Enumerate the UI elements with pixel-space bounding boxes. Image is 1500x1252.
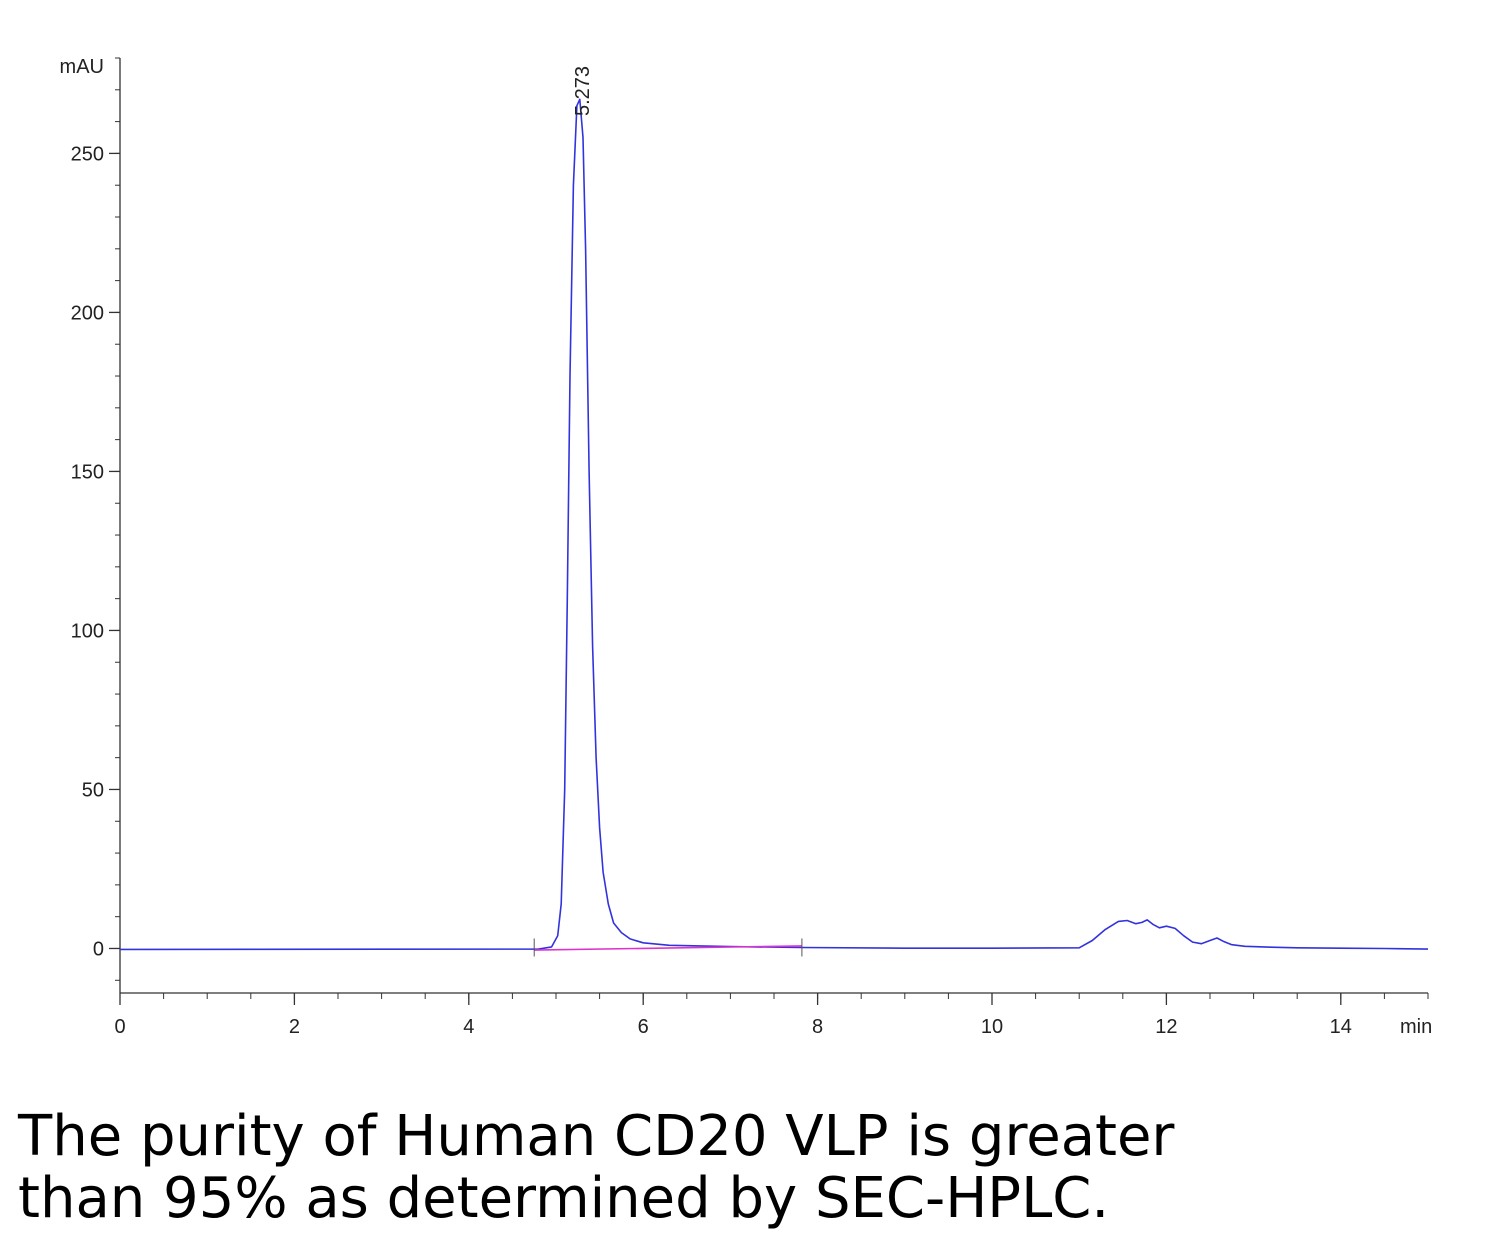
axes: 0 50 100 150 200 250 mAU 0 2 4 6 8 10 12 14 min xyxy=(60,56,1433,1038)
series-layer xyxy=(119,98,1429,951)
x-tick-label: 6 xyxy=(638,1016,649,1038)
x-tick-label: 0 xyxy=(114,1016,125,1038)
caption-line-2: than 95% as determined by SEC-HPLC. xyxy=(18,1166,1110,1231)
y-unit-label: mAU xyxy=(60,56,104,78)
caption-line-1: The purity of Human CD20 VLP is greater xyxy=(18,1104,1175,1169)
chromatogram-chart: 0 50 100 150 200 250 mAU 0 2 4 6 8 10 12 14 min 5.273 xyxy=(60,56,1433,1038)
x-tick-label: 2 xyxy=(289,1016,300,1038)
x-unit-label: min xyxy=(1400,1016,1432,1038)
x-tick-label: 14 xyxy=(1330,1016,1352,1038)
x-tick-label: 12 xyxy=(1155,1016,1177,1038)
x-tick-label: 10 xyxy=(981,1016,1003,1038)
x-tick-label: 4 xyxy=(463,1016,474,1038)
annotations: 5.273 xyxy=(533,66,803,957)
y-tick-label: 0 xyxy=(93,938,104,960)
chromatogram-trace xyxy=(119,98,1429,951)
y-tick-label: 50 xyxy=(82,779,104,801)
baseline-trace xyxy=(534,945,802,951)
y-tick-label: 100 xyxy=(71,620,104,642)
y-tick-label: 250 xyxy=(71,143,104,165)
y-tick-label: 150 xyxy=(71,461,104,483)
figure-caption: The purity of Human CD20 VLP is greater … xyxy=(18,1106,1318,1230)
x-tick-label: 8 xyxy=(812,1016,823,1038)
peak-label: 5.273 xyxy=(572,66,594,116)
chromatogram-svg: 0 50 100 150 200 250 mAU 0 2 4 6 8 10 12 14 min 5.273 xyxy=(60,56,1433,1038)
y-tick-label: 200 xyxy=(71,302,104,324)
